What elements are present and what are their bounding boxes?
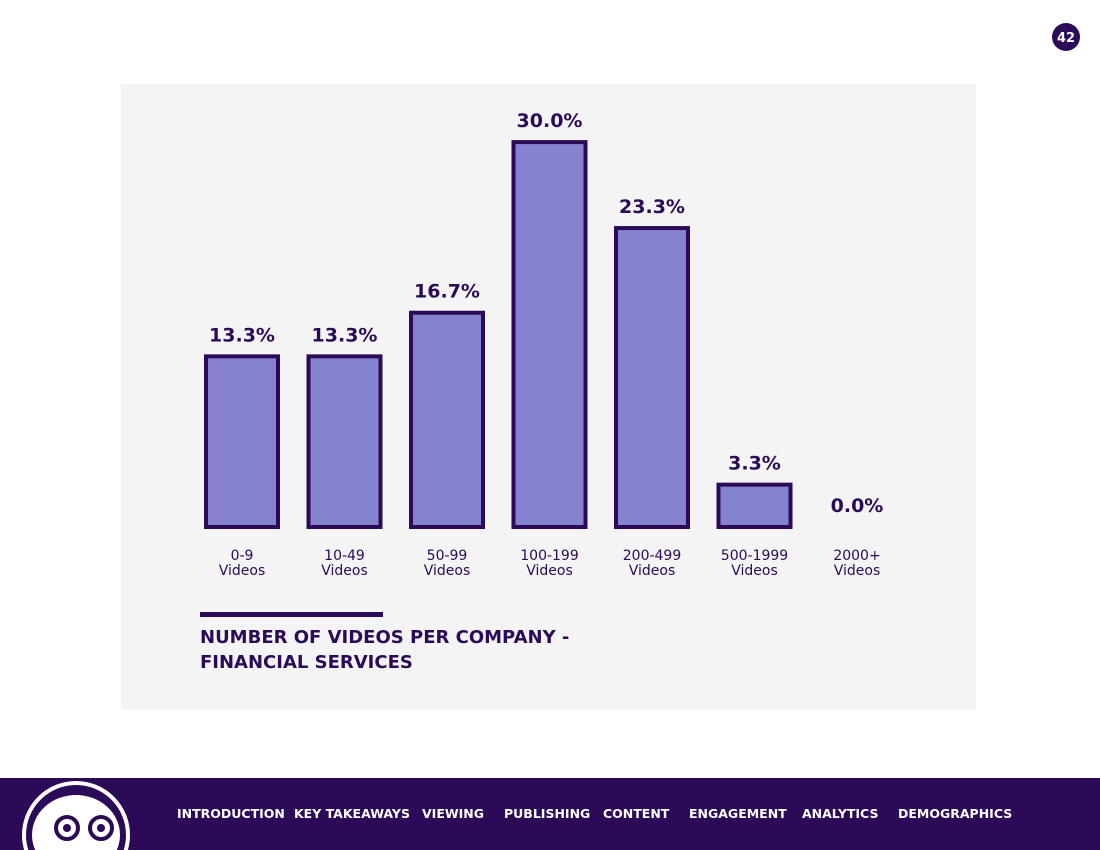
nav-bar [0,778,1100,850]
x-tick-label: 50-99 Videos [423,548,471,579]
page-number: 42 [1057,31,1075,46]
value-label: 13.3% [312,324,378,346]
value-label: 13.3% [209,324,275,346]
nav-item[interactable]: DEMOGRAPHICS [898,806,1013,821]
bar [716,482,793,530]
nav-item[interactable]: ANALYTICS [802,806,879,821]
nav-item[interactable]: VIEWING [422,806,485,821]
x-tick-label: 500-1999 Videos [720,548,789,579]
bar [306,354,383,529]
x-tick-label: 10-49 Videos [321,548,368,579]
page-badge [1052,23,1080,51]
value-label: 30.0% [517,110,583,132]
bar [511,140,588,529]
nav-item[interactable]: INTRODUCTION [177,806,285,821]
nav-item[interactable]: ENGAGEMENT [689,806,787,821]
value-label: 16.7% [414,281,480,303]
value-label: 23.3% [619,196,685,218]
bar [204,354,280,529]
nav-item[interactable]: KEY TAKEAWAYS [294,806,410,821]
x-tick-label: 0-9 Videos [218,548,266,579]
value-label: 3.3% [728,453,781,475]
bar [614,226,690,529]
value-label: 0.0% [831,495,884,517]
nav-item[interactable]: CONTENT [603,806,670,821]
x-tick-label: 2000+ Videos [833,548,881,579]
bar [409,310,485,530]
title-rule [200,612,383,617]
x-tick-label: 100-199 Videos [520,548,579,579]
nav-item[interactable]: PUBLISHING [504,806,591,821]
logo [22,781,130,850]
chart-title: NUMBER OF VIDEOS PER COMPANY - FINANCIAL… [200,627,570,673]
x-tick-label: 200-499 Videos [622,548,682,579]
